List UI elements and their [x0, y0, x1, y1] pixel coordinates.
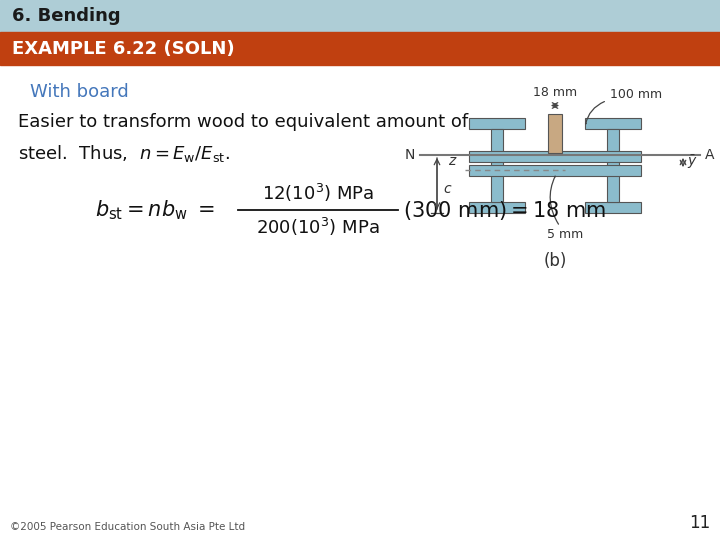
Text: A: A: [705, 148, 714, 162]
Text: c: c: [443, 182, 451, 195]
Text: With board: With board: [30, 83, 129, 101]
Bar: [469, 151, 641, 162]
Text: 100 mm: 100 mm: [610, 89, 662, 102]
Bar: [0, 32, 720, 65]
Text: 6. Bending: 6. Bending: [12, 7, 121, 25]
Text: 18 mm: 18 mm: [533, 86, 577, 99]
Text: $200(10^3)\ \mathrm{MPa}$: $200(10^3)\ \mathrm{MPa}$: [256, 216, 380, 238]
Text: 5 mm: 5 mm: [547, 227, 583, 240]
Text: $b_{\mathrm{st}} = nb_{\mathrm{w}}\ =$: $b_{\mathrm{st}} = nb_{\mathrm{w}}\ =$: [95, 198, 215, 222]
Text: $\bar{y}$: $\bar{y}$: [687, 153, 698, 171]
Text: 11: 11: [689, 514, 710, 532]
Bar: [469, 118, 525, 129]
Bar: [585, 201, 641, 213]
Bar: [491, 129, 503, 201]
Text: ©2005 Pearson Education South Asia Pte Ltd: ©2005 Pearson Education South Asia Pte L…: [10, 522, 245, 532]
Text: (b): (b): [544, 252, 567, 269]
FancyArrowPatch shape: [585, 102, 604, 124]
Text: $(300\ \mathrm{mm}) = 18\ \mathrm{mm}$: $(300\ \mathrm{mm}) = 18\ \mathrm{mm}$: [403, 199, 606, 221]
Text: N: N: [405, 148, 415, 162]
Text: z: z: [448, 154, 455, 168]
Bar: [585, 118, 641, 129]
Text: steel.  Thus,  $n = E_{\mathrm{w}}/E_{\mathrm{st}}$.: steel. Thus, $n = E_{\mathrm{w}}/E_{\mat…: [18, 143, 230, 164]
Bar: [0, 0, 720, 32]
Text: Easier to transform wood to equivalent amount of: Easier to transform wood to equivalent a…: [18, 113, 468, 131]
FancyArrowPatch shape: [550, 176, 559, 224]
Text: EXAMPLE 6.22 (SOLN): EXAMPLE 6.22 (SOLN): [12, 39, 235, 57]
Bar: [469, 201, 525, 213]
Text: $12(10^3)\ \mathrm{MPa}$: $12(10^3)\ \mathrm{MPa}$: [262, 182, 374, 204]
Bar: [607, 129, 619, 201]
Bar: [548, 113, 562, 153]
Bar: [469, 165, 641, 176]
